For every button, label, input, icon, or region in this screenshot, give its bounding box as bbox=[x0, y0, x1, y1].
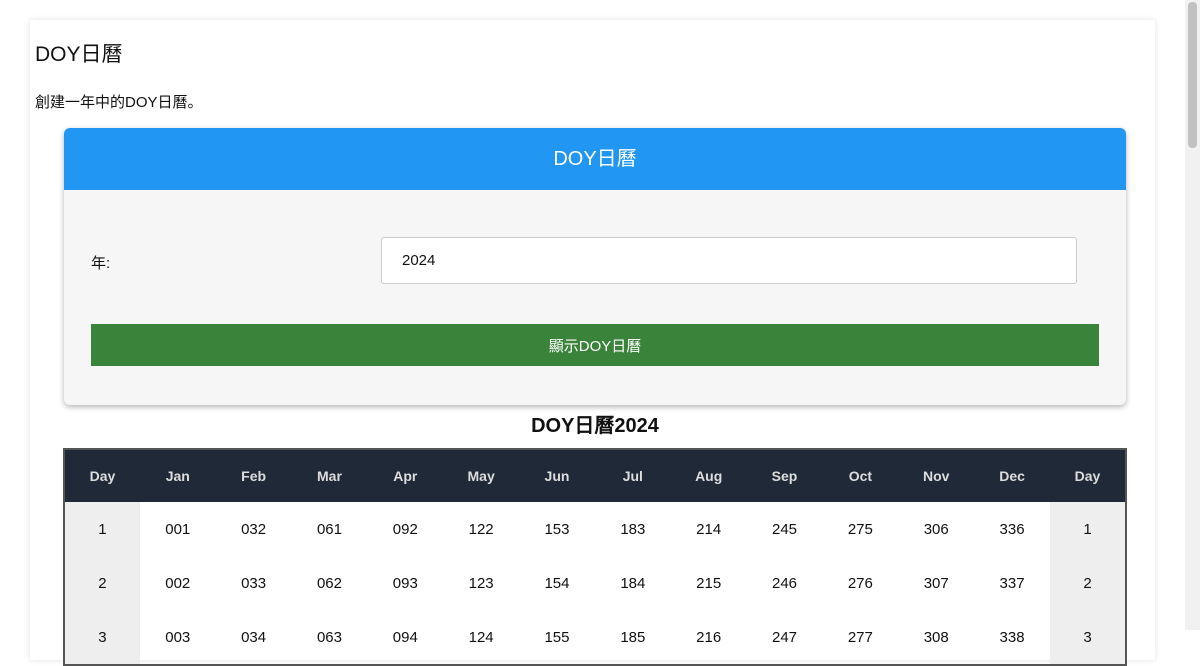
doy-cell: 185 bbox=[620, 628, 646, 646]
form-header: DOY日曆 bbox=[64, 128, 1126, 190]
column-header: Feb bbox=[215, 449, 292, 502]
page-description: 創建一年中的DOY日曆。 bbox=[35, 94, 203, 111]
column-header: Mar bbox=[291, 449, 368, 502]
day-cell: 3 bbox=[64, 610, 140, 665]
doy-cell: 063 bbox=[316, 628, 342, 646]
doy-cell: 216 bbox=[696, 628, 722, 646]
column-header: Day bbox=[64, 449, 140, 502]
day-cell: 2 bbox=[64, 556, 140, 610]
year-input[interactable] bbox=[381, 237, 1077, 284]
day-cell: 1 bbox=[64, 502, 140, 556]
table-row: 3 003 034 063 094 124 155 185 216 247 277 308 338 3 bbox=[64, 610, 1126, 665]
doy-cell: 001 bbox=[165, 520, 191, 538]
doy-cell: 307 bbox=[923, 574, 949, 592]
year-label: 年: bbox=[91, 255, 111, 272]
doy-cell: 183 bbox=[620, 520, 646, 538]
show-calendar-button[interactable]: 顯示DOY日曆 bbox=[91, 324, 1099, 366]
column-header: Oct bbox=[822, 449, 899, 502]
doy-cell: 214 bbox=[696, 520, 722, 538]
doy-cell: 306 bbox=[923, 520, 949, 538]
doy-cell: 338 bbox=[999, 628, 1025, 646]
day-cell: 2 bbox=[1049, 556, 1126, 610]
doy-cell: 215 bbox=[696, 574, 722, 592]
doy-cell: 061 bbox=[316, 520, 342, 538]
column-header: Jan bbox=[139, 449, 216, 502]
doy-cell: 124 bbox=[468, 628, 494, 646]
calendar-title: DOY日曆2024 bbox=[531, 415, 659, 437]
day-cell: 3 bbox=[1049, 610, 1126, 665]
doy-cell: 032 bbox=[241, 520, 267, 538]
doy-cell: 002 bbox=[165, 574, 191, 592]
doy-cell: 247 bbox=[772, 628, 798, 646]
form-card: DOY日曆 年: 顯示DOY日曆 bbox=[64, 128, 1126, 405]
doy-cell: 033 bbox=[241, 574, 267, 592]
page-container: DOY日曆 創建一年中的DOY日曆。 DOY日曆 年: 顯示DOY日曆 DOY日… bbox=[30, 20, 1155, 666]
column-header: Day bbox=[1049, 449, 1126, 502]
doy-cell: 245 bbox=[772, 520, 798, 538]
doy-cell: 123 bbox=[468, 574, 494, 592]
doy-cell: 093 bbox=[392, 574, 418, 592]
table-header-row: Day Jan Feb Mar Apr May Jun Jul Aug Sep Oct Nov Dec D… bbox=[64, 449, 1126, 502]
scrollbar[interactable] bbox=[1185, 0, 1200, 630]
doy-cell: 184 bbox=[620, 574, 646, 592]
column-header: Jul bbox=[594, 449, 671, 502]
scrollbar-thumb[interactable] bbox=[1188, 2, 1197, 148]
column-header: May bbox=[443, 449, 520, 502]
doy-cell: 092 bbox=[392, 520, 418, 538]
doy-cell: 336 bbox=[999, 520, 1025, 538]
day-cell: 1 bbox=[1049, 502, 1126, 556]
doy-cell: 246 bbox=[772, 574, 798, 592]
table-row: 1 001 032 061 092 122 153 183 214 245 275 306 336 1 bbox=[64, 502, 1126, 556]
doy-table: Day Jan Feb Mar Apr May Jun Jul Aug Sep Oct Nov Dec D… bbox=[63, 448, 1127, 666]
column-header: Aug bbox=[670, 449, 747, 502]
page-title: DOY日曆 bbox=[35, 43, 123, 66]
doy-cell: 275 bbox=[847, 520, 873, 538]
doy-cell: 276 bbox=[847, 574, 873, 592]
doy-cell: 277 bbox=[847, 628, 873, 646]
doy-cell: 034 bbox=[241, 628, 267, 646]
doy-cell: 062 bbox=[316, 574, 342, 592]
doy-cell: 122 bbox=[468, 520, 494, 538]
column-header: Apr bbox=[367, 449, 444, 502]
doy-cell: 153 bbox=[544, 520, 570, 538]
doy-cell: 094 bbox=[392, 628, 418, 646]
doy-cell: 003 bbox=[165, 628, 191, 646]
doy-cell: 308 bbox=[923, 628, 949, 646]
doy-cell: 337 bbox=[999, 574, 1025, 592]
doy-cell: 155 bbox=[544, 628, 570, 646]
table-row: 2 002 033 062 093 123 154 184 215 246 276 307 337 2 bbox=[64, 556, 1126, 610]
column-header: Nov bbox=[898, 449, 975, 502]
doy-cell: 154 bbox=[544, 574, 570, 592]
column-header: Sep bbox=[746, 449, 823, 502]
column-header: Dec bbox=[974, 449, 1050, 502]
column-header: Jun bbox=[519, 449, 595, 502]
